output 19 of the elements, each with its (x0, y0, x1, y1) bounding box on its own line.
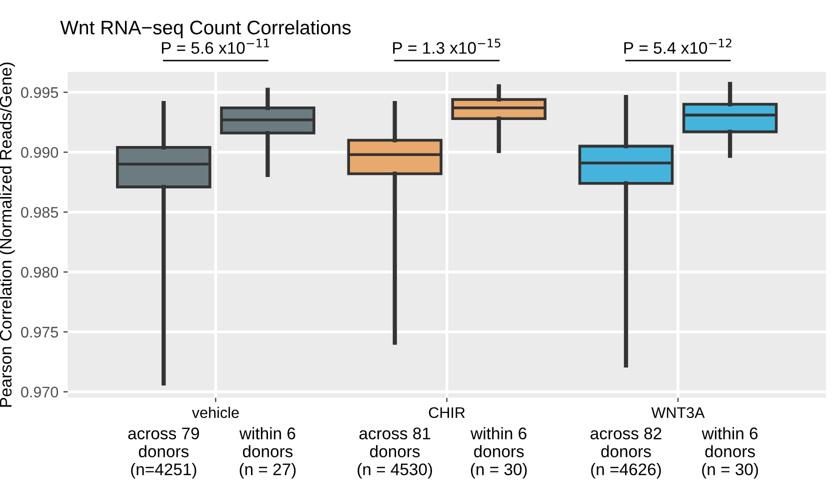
y-tick-label: 0.975 (21, 326, 58, 338)
text: within 6 donors (n = 30) (702, 427, 758, 479)
text: across 79 donors (n=4251) (128, 428, 199, 479)
text: across 81 donors (n = 4530) (358, 428, 432, 479)
y-tick-label: 0.985 (21, 206, 58, 218)
y-tick-label: 0.970 (21, 386, 58, 398)
y-tick-label: 0.995 (21, 87, 58, 98)
chart-title: Wnt RNA−seq Count Correlations (60, 20, 351, 38)
y-tick-label: 0.980 (21, 266, 58, 278)
x-tick-label: CHIR (428, 407, 465, 418)
text: across 82 donors (n =4626) (590, 428, 662, 479)
text: within 6 donors (n = 30) (470, 427, 527, 479)
y-tick-label: 0.990 (21, 147, 58, 158)
text: P = 5.6 x10$^{−11}$ (162, 38, 270, 54)
text: P = 5.4 x10$^{−12}$ (624, 38, 732, 54)
text: within 6 donors (n = 27) (239, 427, 296, 479)
text: P = 1.3 x10$^{−15}$ (393, 38, 500, 54)
x-tick-label: vehicle (192, 406, 239, 418)
x-tick-label: WNT3A (651, 407, 705, 418)
